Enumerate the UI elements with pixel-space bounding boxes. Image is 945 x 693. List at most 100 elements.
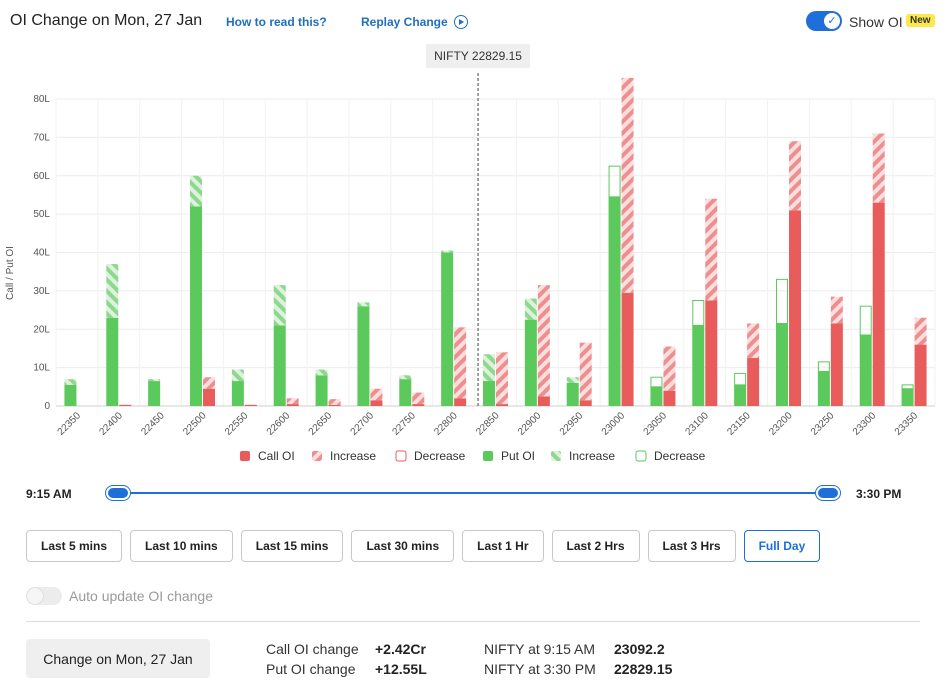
call-oi-bar [872, 202, 885, 406]
legend-label: Put OI [501, 449, 535, 463]
put-oi-bar [106, 317, 119, 406]
last-5-mins-button[interactable]: Last 5 mins [26, 530, 123, 562]
put-oi-bar [357, 306, 370, 406]
x-tick-label: 23000 [600, 410, 628, 438]
put-oi-increase-bar [231, 369, 244, 382]
x-tick-label: 22500 [181, 410, 209, 438]
replay-change-button[interactable]: Replay Change [361, 15, 468, 29]
call-oi-bar [579, 400, 592, 406]
call-oi-bar [914, 344, 927, 406]
full-day-button[interactable]: Full Day [743, 530, 821, 562]
call-oi-increase-bar [496, 352, 508, 405]
put-oi-decrease-bar [776, 278, 788, 324]
call-oi-increase-bar [872, 133, 885, 203]
put-oi-bar [315, 375, 328, 406]
call-oi-bar [370, 400, 383, 406]
put-oi-bar [190, 206, 202, 406]
call-oi-bar [454, 398, 467, 406]
x-tick-label: 23300 [851, 410, 879, 438]
call-oi-bar [203, 388, 215, 406]
legend-swatch [483, 451, 493, 461]
put-oi-bar [859, 335, 872, 406]
call-oi-bar [412, 404, 425, 406]
y-axis-ticks: 0 10L 20L 30L 40L 50L 60L 70L 80L [33, 94, 50, 412]
put-oi-increase-bar [64, 379, 77, 385]
x-tick-label: 23350 [893, 410, 921, 438]
x-tick-label: 22600 [265, 410, 293, 438]
last-2-hrs-button[interactable]: Last 2 Hrs [551, 530, 640, 562]
last-3-hrs-button[interactable]: Last 3 Hrs [647, 530, 736, 562]
put-oi-bar [273, 325, 286, 406]
show-oi-label: Show OI [849, 14, 903, 30]
x-tick-label: 23200 [767, 410, 795, 438]
spot-label: NIFTY 22829.15 [434, 49, 522, 63]
toggle-knob [27, 588, 43, 604]
call-oi-bar [830, 323, 843, 406]
new-badge: New [906, 14, 935, 27]
call-oi-increase-bar [789, 141, 801, 211]
call-oi-increase-bar [328, 399, 341, 405]
call-oi-increase-bar [579, 342, 592, 401]
put-oi-bar [524, 319, 537, 406]
slider-start-thumb[interactable] [106, 486, 130, 500]
spot-marker: NIFTY 22829.15 [426, 44, 531, 406]
slider-end-thumb[interactable] [816, 486, 840, 500]
x-tick-label: 22900 [516, 410, 544, 438]
oi-chart: 0 10L 20L 30L 40L 50L 60L 70L 80L 22350 22400 2245… [5, 44, 936, 463]
put-oi-bar [734, 384, 747, 406]
put-oi-bar [608, 196, 621, 406]
call-oi-increase-bar [370, 388, 383, 401]
check-icon: ✓ [824, 13, 840, 29]
nifty-close-value: 22829.15 [614, 661, 673, 677]
change-date-button[interactable]: Change on Mon, 27 Jan [26, 639, 210, 678]
call-oi-bar [663, 390, 676, 406]
last-10-mins-button[interactable]: Last 10 mins [130, 530, 233, 562]
put-oi-bar [692, 325, 705, 406]
put-oi-increase-bar [273, 285, 286, 326]
call-oi-increase-bar [203, 377, 215, 389]
x-tick-label: 22550 [223, 410, 251, 438]
put-oi-increase-bar [441, 250, 454, 253]
last-15-mins-button[interactable]: Last 15 mins [240, 530, 344, 562]
put-oi-bar [566, 382, 579, 406]
auto-update-toggle[interactable] [26, 587, 62, 605]
put-oi-bar [64, 384, 77, 406]
nifty-close-label: NIFTY at 3:30 PM [484, 661, 596, 677]
put-oi-change-value: +12.55L [375, 661, 427, 677]
put-oi-decrease-bar [734, 372, 747, 386]
put-oi-increase-bar [566, 377, 579, 383]
call-oi-bar [328, 404, 341, 406]
x-tick-label: 23050 [642, 410, 670, 438]
slider-start-label: 9:15 AM [26, 487, 72, 501]
last-1-hr-button[interactable]: Last 1 Hr [462, 530, 544, 562]
call-oi-change-label: Call OI change [266, 641, 359, 657]
nifty-open-label: NIFTY at 9:15 AM [484, 641, 596, 657]
call-oi-bar [621, 292, 634, 406]
show-oi-toggle[interactable]: ✓ [806, 11, 842, 31]
y-axis-title: Call / Put OI [5, 246, 16, 300]
legend-label: Increase [330, 449, 376, 463]
call-oi-increase-bar [537, 285, 550, 397]
call-oi-increase-bar [412, 392, 425, 405]
y-tick-label: 70L [33, 132, 50, 143]
legend-swatch [635, 450, 647, 462]
y-tick-label: 20L [33, 324, 50, 335]
put-oi-decrease-bar [859, 305, 872, 336]
call-oi-bar [537, 396, 550, 406]
put-oi-increase-bar [190, 175, 202, 207]
how-to-read-link[interactable]: How to read this? [226, 15, 327, 29]
put-oi-increase-bar [357, 302, 370, 307]
call-oi-bar [789, 210, 801, 406]
y-tick-label: 80L [33, 94, 50, 105]
slider-end-label: 3:30 PM [856, 487, 902, 501]
chart-bars [64, 77, 927, 406]
legend-swatch [395, 450, 407, 462]
put-oi-bar [231, 381, 244, 406]
play-circle-icon [453, 15, 468, 29]
call-oi-bar [705, 300, 718, 406]
legend-swatch [240, 451, 250, 461]
y-tick-label: 40L [33, 248, 50, 259]
time-slider-track[interactable] [118, 492, 828, 494]
last-30-mins-button[interactable]: Last 30 mins [351, 530, 455, 562]
put-oi-bar [817, 371, 830, 406]
